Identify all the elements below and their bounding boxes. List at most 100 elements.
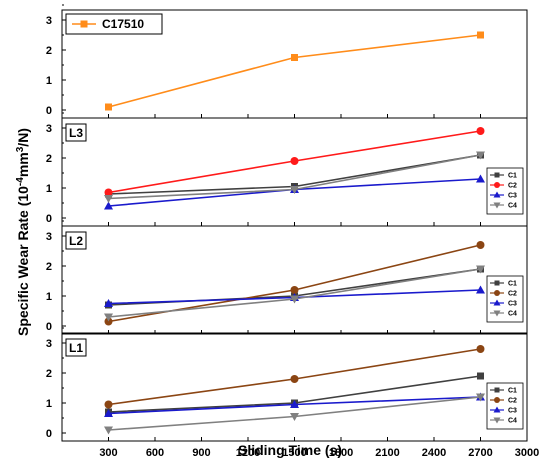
x-tick-label: 1500 bbox=[282, 447, 306, 459]
panel-label-box bbox=[65, 231, 87, 250]
y-tick-label: 2 bbox=[46, 368, 52, 380]
legend-label: C1 bbox=[508, 281, 517, 288]
panel-label-box bbox=[65, 123, 87, 142]
series-c17510 bbox=[105, 31, 484, 111]
data-point bbox=[476, 174, 485, 183]
legend-marker bbox=[494, 290, 500, 296]
x-tick-label: 300 bbox=[99, 447, 117, 459]
legend-box bbox=[486, 167, 524, 215]
y-tick-label: 2 bbox=[46, 261, 52, 273]
x-axis-title: Sliding Time (s) bbox=[238, 442, 342, 458]
legend-label: C17510 bbox=[102, 17, 144, 31]
legend-label: C3 bbox=[508, 408, 517, 415]
panel-label: L3 bbox=[69, 126, 83, 140]
x-tick-label: 600 bbox=[146, 447, 164, 459]
legend-marker bbox=[493, 406, 501, 413]
series-c2 bbox=[104, 345, 485, 409]
y-axis-title-tail: /N) bbox=[15, 128, 31, 147]
y-axis-title-exp2: 3 bbox=[15, 146, 26, 152]
data-point bbox=[476, 265, 485, 274]
y-tick-label: 0 bbox=[46, 213, 52, 225]
data-point bbox=[290, 286, 299, 294]
legend-label: C4 bbox=[508, 418, 517, 425]
series-c4 bbox=[104, 265, 485, 322]
x-tick-label: 2100 bbox=[375, 447, 399, 459]
legend-marker bbox=[494, 172, 500, 178]
data-point bbox=[105, 103, 112, 111]
y-tick-label: 3 bbox=[46, 338, 52, 350]
legend-label: C4 bbox=[508, 203, 517, 210]
panels-layer: 0 1 2 3 C17510 0 1 2 3 L3 C1 C2 C3 C4 0 1 2 3 L2 C1 C2 C3 C4 0 1… bbox=[46, 4, 528, 442]
y-axis-title-unit: mm bbox=[15, 152, 31, 177]
legend-marker bbox=[80, 20, 88, 28]
x-tick-label: 2400 bbox=[422, 447, 446, 459]
y-tick-label: 0 bbox=[46, 105, 52, 117]
data-point bbox=[477, 31, 484, 39]
data-point bbox=[476, 151, 485, 160]
series-line bbox=[108, 34, 481, 108]
legend: C1 C2 C3 C4 bbox=[486, 167, 524, 215]
data-point bbox=[104, 201, 113, 210]
y-axis-title-exp: -4 bbox=[15, 177, 26, 186]
y-tick-label: 3 bbox=[46, 231, 52, 243]
legend-marker bbox=[493, 191, 501, 198]
y-tick-label: 2 bbox=[46, 153, 52, 165]
legend-label: C1 bbox=[508, 388, 517, 395]
panel-label: L2 bbox=[69, 234, 83, 248]
data-point bbox=[104, 409, 113, 417]
x-tick-label: 3000 bbox=[515, 447, 539, 459]
y-axis-title-main: Specific Wear Rate (10 bbox=[15, 186, 31, 336]
legend-box bbox=[65, 13, 163, 35]
data-point bbox=[290, 413, 299, 421]
data-point bbox=[290, 400, 299, 408]
legend-label: C4 bbox=[508, 311, 517, 318]
legend: C1 C2 C3 C4 bbox=[486, 382, 524, 430]
y-tick-label: 1 bbox=[46, 291, 52, 303]
x-tick-label: 1800 bbox=[329, 447, 353, 459]
series-c4 bbox=[104, 151, 485, 203]
legend-marker bbox=[493, 417, 501, 424]
data-point bbox=[476, 127, 485, 135]
x-tick-label: 900 bbox=[192, 447, 210, 459]
data-point bbox=[104, 188, 113, 197]
y-tick-label: 3 bbox=[46, 123, 52, 135]
data-point bbox=[476, 393, 485, 402]
data-point bbox=[104, 400, 113, 409]
legend-label: C1 bbox=[508, 173, 517, 180]
legend-marker bbox=[494, 280, 500, 286]
panel-l3: 0 1 2 3 L3 C1 C2 C3 C4 bbox=[46, 112, 528, 227]
y-tick-label: 3 bbox=[46, 15, 52, 27]
series-line bbox=[108, 244, 481, 323]
y-tick-label: 0 bbox=[46, 321, 52, 333]
data-point bbox=[290, 295, 299, 304]
series-c2 bbox=[104, 241, 485, 326]
panel-label-box bbox=[65, 338, 87, 357]
data-point bbox=[477, 372, 484, 380]
legend-marker bbox=[494, 182, 500, 188]
x-tick-label: 1200 bbox=[236, 447, 260, 459]
y-tick-label: 1 bbox=[46, 183, 52, 195]
y-tick-label: 0 bbox=[46, 428, 52, 440]
y-tick-label: 1 bbox=[46, 75, 52, 87]
panel-l1: 0 1 2 3 L1 C1 C2 C3 C4 bbox=[46, 327, 528, 442]
y-tick-label: 1 bbox=[46, 398, 52, 410]
data-point bbox=[104, 313, 113, 322]
legend-label: C2 bbox=[508, 398, 517, 405]
data-point bbox=[290, 157, 299, 165]
legend: C1 C2 C3 C4 bbox=[486, 275, 524, 323]
panel-frame bbox=[61, 332, 528, 442]
x-axis: 300 600 900 1200 1500 1800 2100 2400 2700 3000 bbox=[99, 447, 539, 459]
data-point bbox=[104, 426, 113, 435]
series-c2 bbox=[104, 127, 485, 197]
legend-marker bbox=[494, 387, 500, 393]
legend-box bbox=[486, 382, 524, 430]
legend-label: C3 bbox=[508, 301, 517, 308]
data-point bbox=[104, 299, 113, 307]
legend-marker bbox=[493, 310, 501, 317]
data-point bbox=[476, 285, 485, 294]
panel-l2: 0 1 2 3 L2 C1 C2 C3 C4 bbox=[46, 220, 528, 335]
legend-label: C2 bbox=[508, 291, 517, 298]
legend-label: C2 bbox=[508, 183, 517, 190]
legend-marker bbox=[493, 202, 501, 209]
